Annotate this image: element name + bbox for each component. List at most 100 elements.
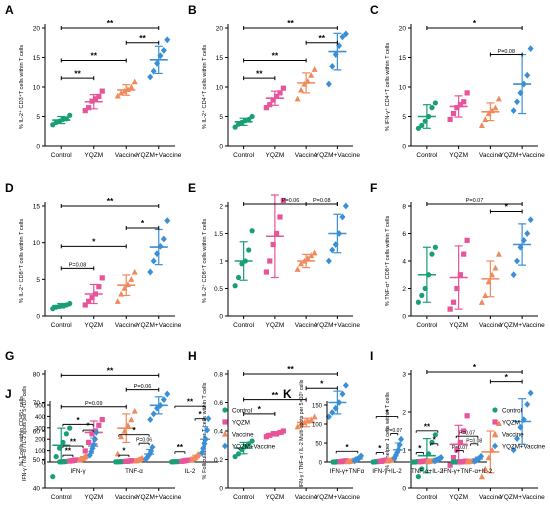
legend-label: Vaccine — [232, 432, 254, 439]
series-yqzm-vaccine — [510, 216, 534, 279]
sig-label: * — [141, 218, 145, 228]
y-tick-label: 0 — [219, 486, 223, 493]
data-point — [92, 96, 99, 102]
x-tick-label: Vaccine — [479, 494, 502, 501]
y-tick-label: 10 — [33, 240, 41, 247]
panel-f: F 0 2 4 6 8 % TNF-α⁺ CD8⁺T cells within T cell… — [370, 181, 545, 329]
sig-label: ** — [107, 366, 114, 376]
data-point — [495, 250, 502, 257]
data-point — [311, 413, 318, 420]
data-point — [527, 216, 534, 224]
series-vaccine — [294, 413, 318, 430]
data-point — [454, 105, 460, 111]
data-point — [457, 272, 463, 278]
sig-label: * — [473, 18, 477, 28]
sig-label: * — [345, 443, 349, 452]
x-tick-label: YQZM+Vaccine — [136, 322, 182, 329]
sig-label: P=0.06 — [134, 384, 152, 390]
series-control — [232, 228, 255, 289]
data-point — [358, 452, 365, 460]
data-point — [438, 454, 445, 461]
data-point — [205, 415, 212, 423]
panel-letter: I — [370, 349, 373, 363]
series-control — [415, 100, 438, 131]
legend: Control YQZM Vaccine YQZM+Vaccine — [492, 407, 546, 451]
data-point — [432, 100, 438, 106]
sig-label: * — [473, 362, 477, 372]
data-point — [267, 432, 273, 438]
data-point — [524, 71, 531, 79]
y-tick-label: 15 — [33, 204, 41, 211]
sig-label: ** — [256, 68, 263, 78]
data-point — [160, 47, 167, 54]
x-tick-label: YQZM — [84, 322, 103, 329]
data-point — [514, 435, 521, 442]
series-vaccine — [294, 249, 318, 272]
sig-label: * — [132, 426, 136, 435]
y-tick-label: 5 — [36, 114, 40, 121]
y-tick-label: 100 — [35, 449, 46, 455]
data-point — [495, 95, 502, 102]
series-vaccine — [294, 66, 318, 102]
data-point — [53, 454, 59, 460]
y-tick-label: 20 — [216, 26, 224, 33]
sig-label: * — [122, 447, 126, 456]
data-point — [131, 268, 138, 275]
series-yqzm-vaccine — [325, 382, 349, 421]
data-point — [464, 90, 470, 96]
series-yqzm-vaccine — [325, 30, 349, 88]
data-point — [432, 244, 438, 250]
sig-label: * — [433, 435, 437, 444]
data-point — [517, 89, 524, 97]
data-point — [294, 266, 301, 272]
x-tick-label: Control — [51, 494, 73, 501]
data-point — [342, 30, 349, 38]
data-point — [89, 295, 95, 301]
data-point — [311, 249, 318, 256]
x-tick-label: YQZM+Vaccine — [315, 322, 361, 329]
series-yqzm-vaccine — [510, 389, 534, 454]
data-point — [447, 306, 453, 312]
x-tick-label: YQZM+Vaccine — [136, 152, 182, 159]
data-point — [510, 446, 517, 454]
series-control — [50, 300, 73, 312]
data-point — [457, 102, 463, 108]
x-tick-label: Control — [416, 494, 438, 501]
series-yqzm-vaccine — [86, 415, 212, 463]
x-tick-label: Vaccine — [295, 494, 318, 501]
data-point — [249, 113, 255, 120]
data-point — [394, 449, 401, 456]
x-tick-label: TNF-α+IL-2 — [411, 468, 443, 475]
x-tick-label: Control — [233, 494, 255, 501]
panel-letter: E — [188, 181, 196, 195]
y-tick-label: 10 — [33, 85, 41, 92]
y-axis-label: % TNF-α⁺ CD8⁺T cells within T cells — [384, 216, 391, 307]
x-tick-label: Vaccine — [479, 322, 502, 329]
data-point — [510, 107, 517, 114]
data-point — [478, 299, 485, 305]
series-control — [57, 458, 181, 465]
sig-label: P=0.06 — [282, 198, 300, 204]
x-tick-label: YQZM+Vaccine — [136, 494, 182, 501]
y-tick-label: 0.2 — [214, 457, 223, 464]
y-tick-label: 0 — [36, 314, 40, 321]
y-axis-label: % T cells within CD45⁺ cells — [18, 396, 25, 466]
y-tick-label: 4 — [402, 259, 406, 266]
x-tick-label: YQZM — [449, 152, 468, 159]
legend-marker — [492, 430, 498, 437]
data-point — [339, 213, 346, 221]
data-point — [114, 92, 121, 99]
y-tick-label: 2 — [219, 204, 223, 211]
y-tick-label: 5 — [402, 114, 406, 121]
data-point — [82, 108, 88, 114]
data-point — [249, 228, 255, 234]
x-tick-label: Vaccine — [115, 152, 138, 159]
data-point — [164, 36, 171, 44]
y-tick-label: 2 — [402, 410, 406, 417]
data-point — [492, 264, 499, 271]
sig-label: * — [76, 416, 80, 425]
panel-b: B 0 5 10 15 20 % IL-2⁺ CD4⁺T cells within T ce… — [188, 3, 360, 159]
data-point — [118, 433, 125, 440]
data-point — [160, 396, 167, 404]
data-point — [96, 422, 102, 428]
